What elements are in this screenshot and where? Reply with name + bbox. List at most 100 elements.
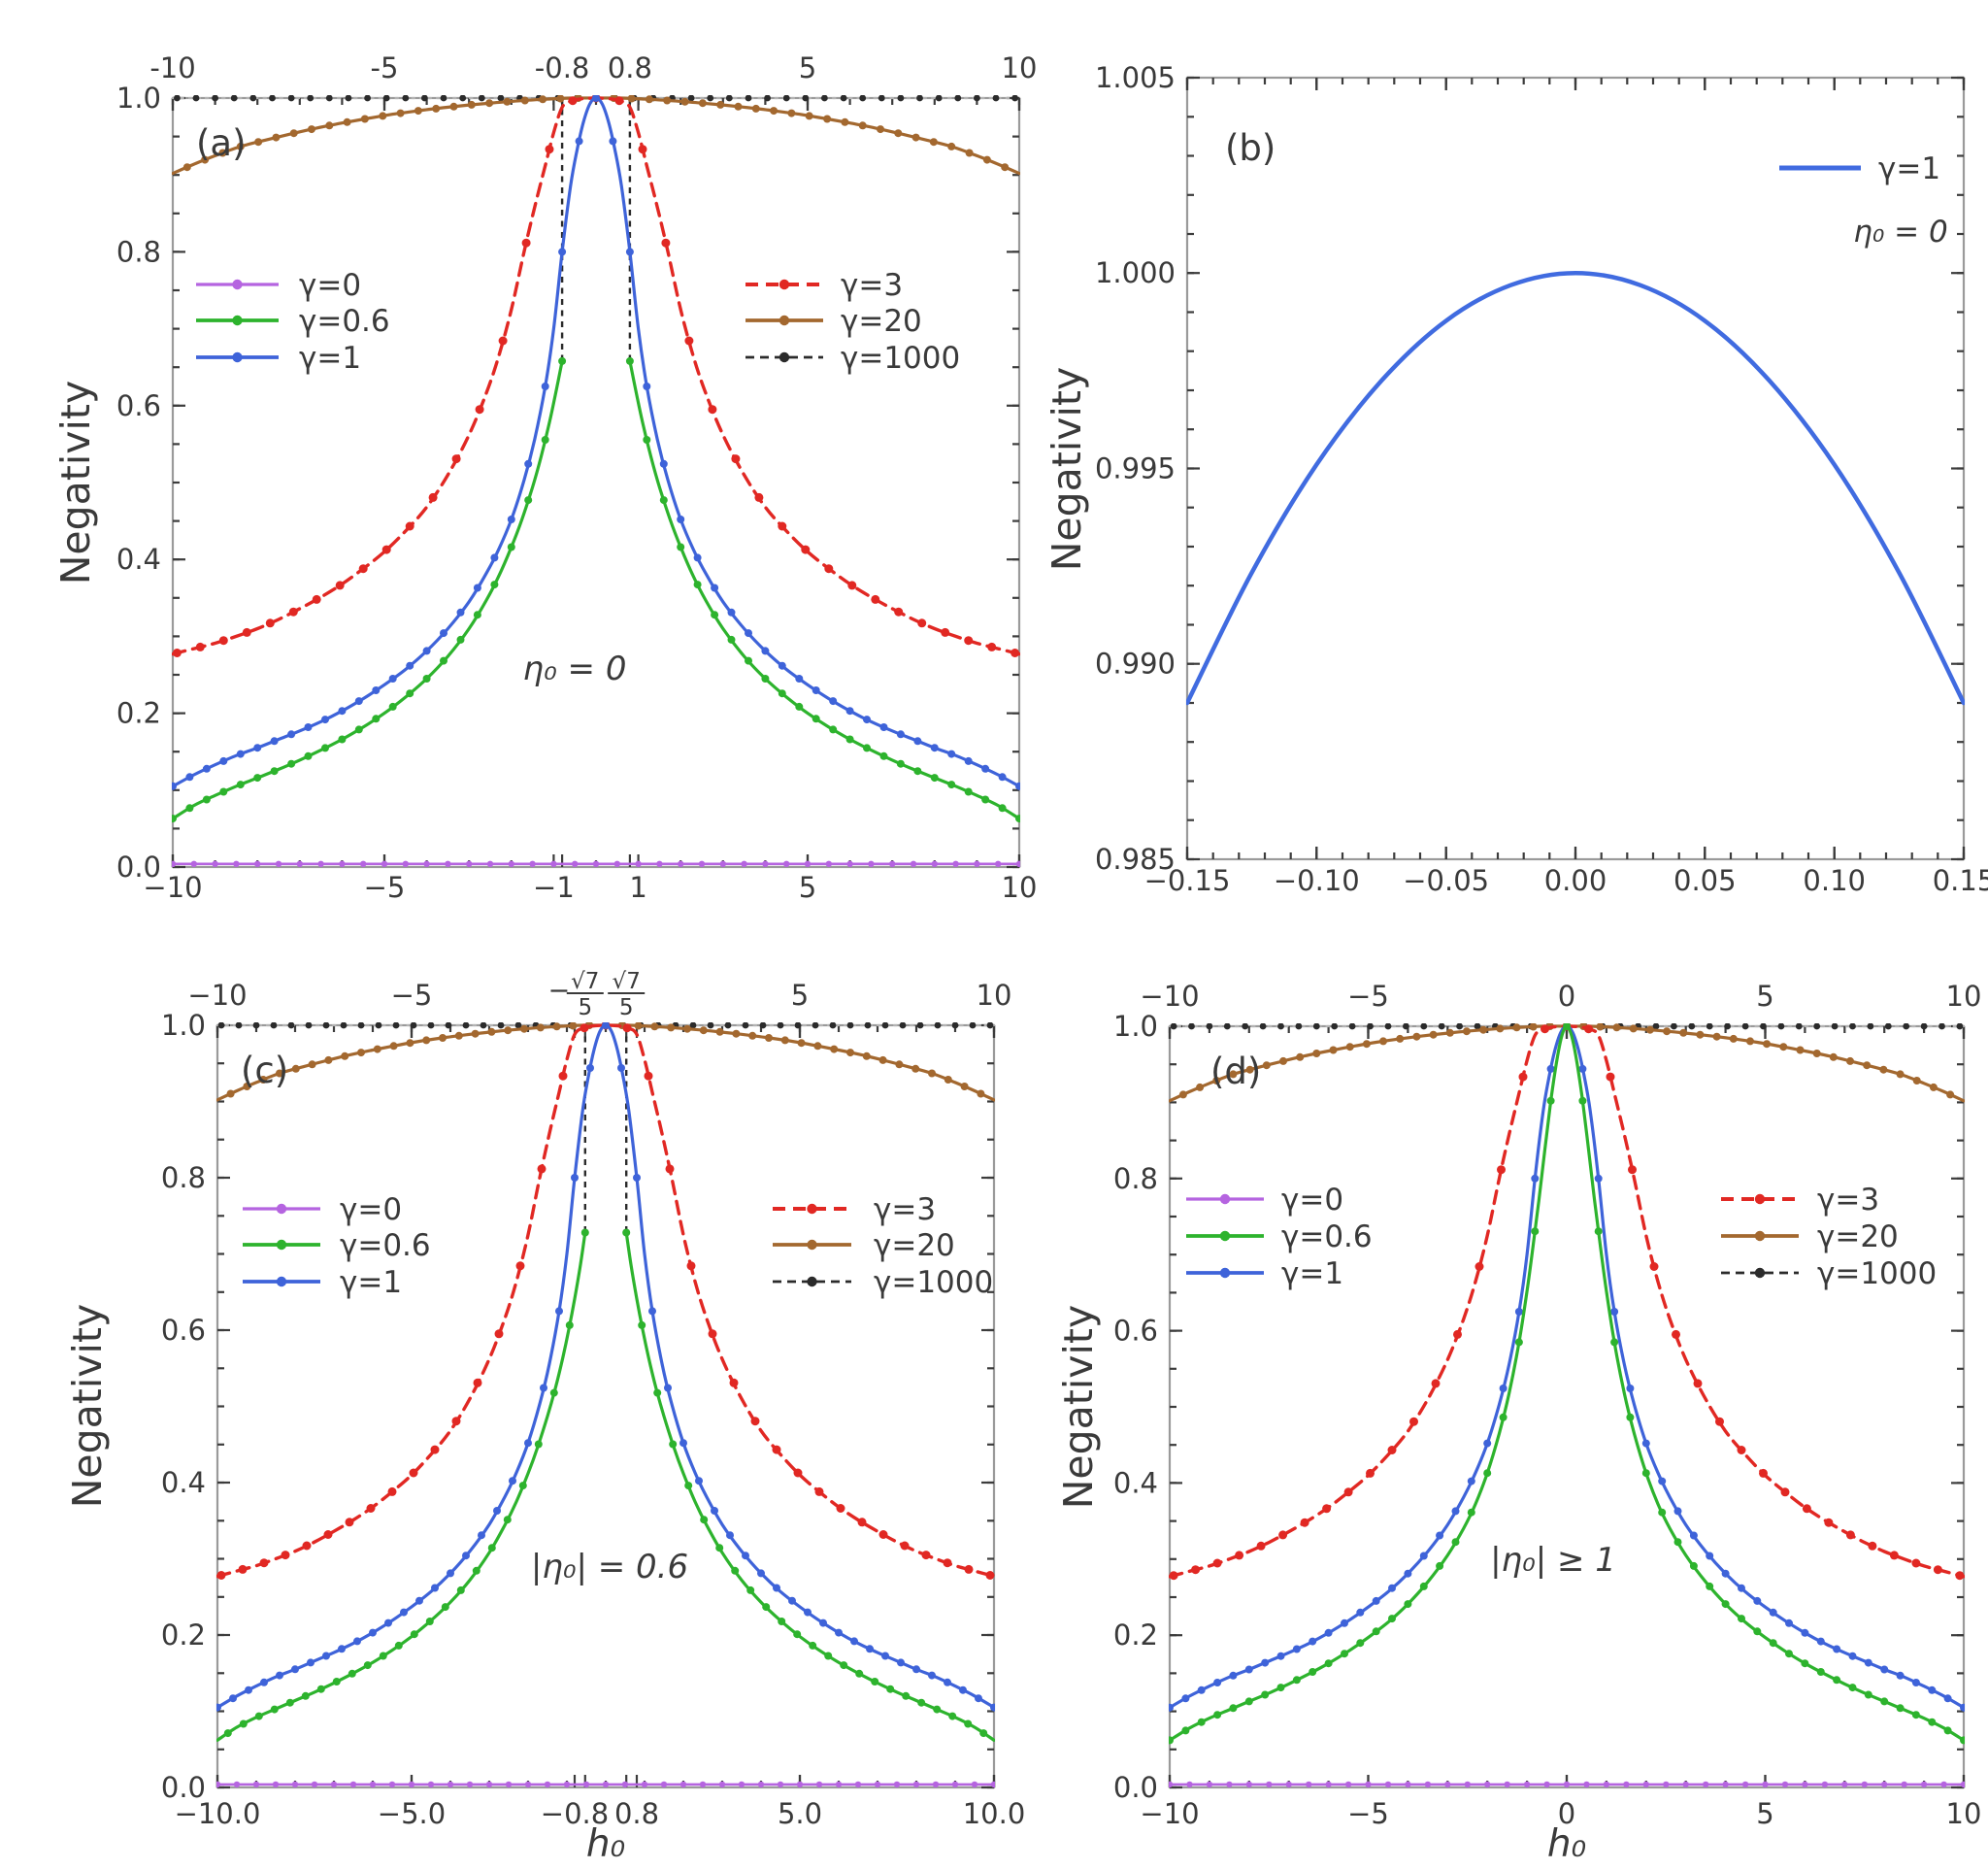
marker-dot bbox=[521, 238, 531, 248]
marker-dot bbox=[472, 1566, 480, 1575]
x-tick-label-top: 5 bbox=[799, 51, 816, 84]
marker-dot bbox=[245, 1685, 252, 1694]
marker-dot bbox=[660, 1781, 668, 1788]
marker-dot bbox=[1512, 1023, 1521, 1032]
marker-dot bbox=[846, 860, 853, 867]
markers-gamma20-c bbox=[226, 1022, 985, 1098]
marker-dot bbox=[857, 1518, 867, 1527]
marker-dot bbox=[1578, 1064, 1587, 1073]
marker-dot bbox=[281, 1551, 290, 1560]
marker-dot bbox=[830, 1045, 839, 1053]
marker-dot bbox=[302, 1541, 312, 1551]
marker-dot bbox=[698, 860, 706, 867]
marker-dot bbox=[1763, 1040, 1772, 1049]
marker-dot bbox=[1504, 1781, 1510, 1788]
marker-dot bbox=[718, 1781, 726, 1788]
y-tick-label: 0.995 bbox=[1095, 452, 1176, 485]
marker-dot bbox=[734, 102, 743, 111]
x-tick-label: 0 bbox=[1558, 1797, 1575, 1830]
marker-dot bbox=[1846, 1056, 1854, 1065]
marker-dot bbox=[451, 454, 461, 464]
marker-dot bbox=[878, 95, 885, 102]
marker-dot bbox=[507, 516, 515, 523]
marker-dot bbox=[1276, 1684, 1285, 1692]
fraction-numerator: √7 bbox=[613, 969, 641, 994]
marker-dot bbox=[216, 1781, 221, 1788]
legend-label: γ=20 bbox=[874, 1228, 955, 1263]
marker-dot bbox=[770, 107, 779, 116]
y-tick-label: 1.0 bbox=[1113, 1010, 1158, 1043]
marker-dot bbox=[719, 860, 726, 867]
marker-dot bbox=[954, 95, 962, 102]
marker-dot bbox=[524, 1439, 532, 1448]
marker-dot bbox=[291, 1064, 300, 1073]
marker-dot bbox=[1325, 1781, 1332, 1788]
marker-dot bbox=[520, 1024, 528, 1033]
marker-dot bbox=[1689, 1561, 1698, 1570]
marker-dot bbox=[249, 95, 257, 102]
marker-dot bbox=[1261, 1658, 1270, 1667]
marker-dot bbox=[1285, 1781, 1292, 1788]
panel-a: −10 −5 −1 1 5 10 -10 -5 -0.8 0.8 5 10 0.0 0.2 0.4 0.6 0.… bbox=[52, 51, 1037, 904]
marker-dot bbox=[974, 95, 980, 102]
marker-dot bbox=[504, 1026, 513, 1035]
marker-dot bbox=[1849, 1023, 1856, 1030]
x-tick-label: 5 bbox=[799, 871, 816, 904]
marker-dot bbox=[485, 99, 494, 108]
markers-gamma0-c bbox=[216, 1781, 995, 1788]
marker-dot bbox=[1309, 1668, 1317, 1676]
marker-dot bbox=[1245, 1781, 1253, 1788]
marker-dot bbox=[490, 581, 499, 589]
marker-dot bbox=[270, 767, 279, 776]
marker-dot bbox=[1956, 1023, 1964, 1030]
marker-dot bbox=[916, 95, 923, 102]
marker-dot bbox=[729, 1378, 739, 1387]
marker-dot bbox=[348, 1669, 356, 1678]
marker-dot bbox=[913, 767, 922, 776]
marker-dot bbox=[1673, 1507, 1682, 1516]
marker-dot bbox=[288, 607, 298, 617]
marker-dot bbox=[836, 1504, 845, 1513]
marker-dot bbox=[1759, 1468, 1768, 1478]
curve-gamma1-d bbox=[1169, 1024, 1965, 1710]
marker-dot bbox=[959, 1685, 967, 1694]
marker-dot bbox=[665, 1164, 675, 1174]
marker-dot bbox=[537, 1164, 547, 1174]
marker-dot bbox=[580, 1228, 589, 1237]
marker-dot bbox=[635, 860, 642, 867]
marker-dot bbox=[427, 1022, 435, 1029]
marker-dot bbox=[1229, 1704, 1238, 1713]
marker-dot bbox=[1431, 1379, 1441, 1388]
marker-dot bbox=[1235, 1551, 1244, 1560]
marker-dot bbox=[287, 95, 295, 102]
marker-dot bbox=[384, 1619, 392, 1627]
marker-dot bbox=[862, 1051, 871, 1060]
marker-dot bbox=[727, 635, 736, 644]
marker-dot bbox=[1920, 1781, 1928, 1788]
marker-dot bbox=[745, 629, 752, 638]
marker-dot bbox=[912, 1781, 920, 1788]
marker-dot bbox=[964, 636, 974, 646]
marker-dot bbox=[236, 781, 245, 789]
annotation-eta: |η₀| = 0.6 bbox=[531, 1548, 688, 1586]
marker-dot bbox=[778, 689, 786, 698]
marker-dot bbox=[343, 117, 351, 126]
y-tick-label: 0.6 bbox=[161, 1314, 206, 1347]
marker-dot bbox=[960, 1083, 969, 1090]
marker-dot bbox=[858, 121, 867, 130]
marker-dot bbox=[1404, 1569, 1412, 1578]
marker-dot bbox=[1563, 1023, 1571, 1030]
marker-dot bbox=[394, 1641, 403, 1650]
x-tick-label: 0.10 bbox=[1803, 864, 1866, 897]
marker-dot bbox=[473, 1378, 482, 1387]
marker-dot bbox=[841, 117, 849, 126]
marker-dot bbox=[1206, 1023, 1213, 1030]
marker-dot bbox=[324, 1055, 333, 1064]
marker-dot bbox=[185, 804, 194, 813]
legend-label: γ=20 bbox=[841, 304, 922, 339]
marker-dot bbox=[708, 1329, 717, 1339]
y-tick-label: 0.8 bbox=[116, 235, 161, 268]
marker-dot bbox=[964, 1564, 974, 1574]
marker-dot bbox=[687, 95, 695, 102]
